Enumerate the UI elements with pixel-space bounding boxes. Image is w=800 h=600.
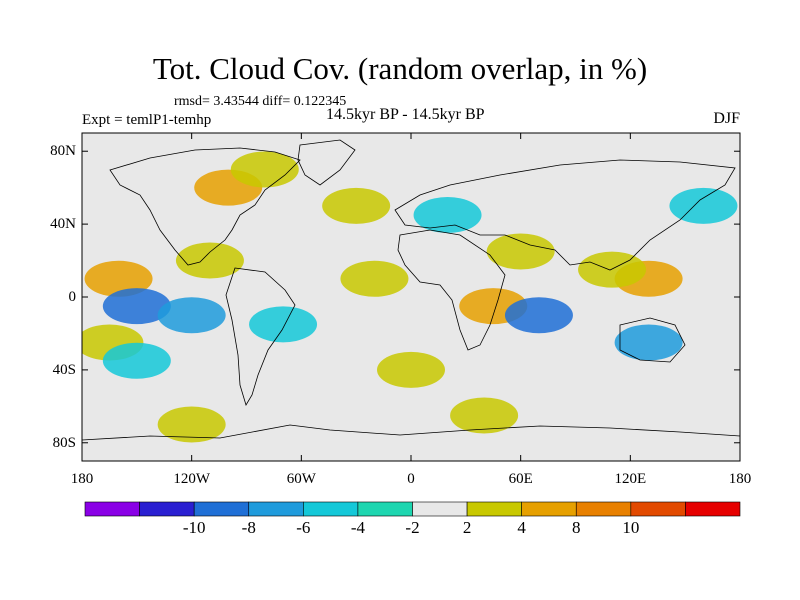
- lat-tick-label: 40N: [50, 216, 76, 233]
- anomaly-patch: [84, 260, 153, 297]
- colorbar-label: -4: [350, 518, 365, 537]
- period-label: 14.5kyr BP - 14.5kyr BP: [326, 106, 485, 123]
- colorbar-swatch: [630, 501, 686, 517]
- colorbar-swatch: [685, 501, 741, 517]
- experiment-label: Expt = temlP1-temhp: [82, 112, 212, 128]
- anomaly-patch: [450, 397, 519, 434]
- anomaly-patch: [413, 197, 482, 233]
- colorbar-swatch: [84, 501, 140, 517]
- anomaly-patch: [102, 288, 171, 325]
- colorbar-swatch: [139, 501, 195, 517]
- colorbar-label: -10: [182, 518, 206, 537]
- anomaly-patch: [669, 187, 738, 224]
- colorbar-swatch: [303, 501, 359, 517]
- colorbar-swatch: [575, 501, 632, 517]
- colorbar-label: 2: [462, 518, 472, 537]
- colorbar-swatch: [412, 501, 468, 517]
- coastline-south-america: [225, 267, 296, 406]
- season-label: DJF: [713, 110, 740, 127]
- lon-tick-label: 120W: [173, 471, 210, 487]
- anomaly-patch: [157, 406, 226, 443]
- colorbar-label: -2: [405, 518, 420, 537]
- stats-line: rmsd= 3.43544 diff= 0.122345: [174, 94, 347, 109]
- anomaly-patch: [504, 297, 573, 334]
- anomaly-patch: [340, 260, 409, 297]
- anomaly-patch: [614, 324, 683, 361]
- map-background: [82, 133, 740, 461]
- colorbar-swatch: [466, 501, 522, 517]
- anomaly-patch: [486, 233, 555, 270]
- coastline-eurasia: [394, 159, 736, 271]
- colorbar-swatch: [357, 501, 413, 517]
- anomaly-field: [82, 151, 738, 443]
- anomaly-patch: [102, 342, 171, 379]
- anomaly-patch: [377, 351, 445, 388]
- lon-tick-label: 180: [70, 471, 94, 487]
- map-title: Tot. Cloud Cov. (random overlap, in %): [152, 51, 648, 86]
- coastline-north-america: [109, 147, 301, 266]
- colorbar-label: -8: [241, 518, 256, 537]
- anomaly-patch: [322, 187, 391, 224]
- anomaly-patch: [157, 297, 226, 334]
- anomaly-patch: [249, 306, 318, 343]
- coastline-africa: [397, 229, 506, 351]
- coastline-greenland: [297, 139, 356, 186]
- colorbar-swatch: [521, 501, 577, 517]
- colorbar-label: 10: [622, 518, 640, 537]
- lat-tick-label: 40S: [52, 361, 76, 378]
- lat-tick-label: 80N: [50, 143, 76, 160]
- colorbar-label: 4: [517, 518, 526, 537]
- lon-tick-label: 0: [407, 471, 415, 487]
- axis-ticks: [81, 133, 741, 461]
- colorbar-swatch: [248, 501, 304, 517]
- lon-tick-label: 60W: [286, 471, 316, 487]
- coastline-antarctica: [82, 424, 740, 441]
- lat-tick-label: 0: [68, 289, 77, 305]
- colorbar-label: 8: [572, 518, 581, 537]
- lon-tick-label: 180: [728, 471, 752, 487]
- anomaly-patch: [175, 242, 244, 279]
- anomaly-patch: [578, 251, 647, 288]
- lon-tick-label: 120E: [614, 471, 647, 487]
- colorbar-swatch: [193, 501, 250, 517]
- lat-tick-label: 80S: [52, 434, 76, 451]
- colorbar: [84, 501, 741, 517]
- anomaly-patch: [230, 151, 299, 188]
- coastlines: [82, 139, 740, 441]
- coastline-australia: [619, 317, 686, 363]
- lon-tick-label: 60E: [508, 471, 533, 487]
- colorbar-label: -6: [296, 518, 311, 537]
